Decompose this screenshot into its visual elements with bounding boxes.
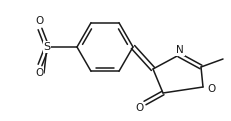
Text: O: O bbox=[135, 103, 143, 113]
Text: N: N bbox=[176, 45, 184, 55]
Text: S: S bbox=[43, 42, 51, 52]
Text: O: O bbox=[207, 84, 215, 94]
Text: O: O bbox=[35, 16, 43, 26]
Text: O: O bbox=[35, 68, 43, 78]
